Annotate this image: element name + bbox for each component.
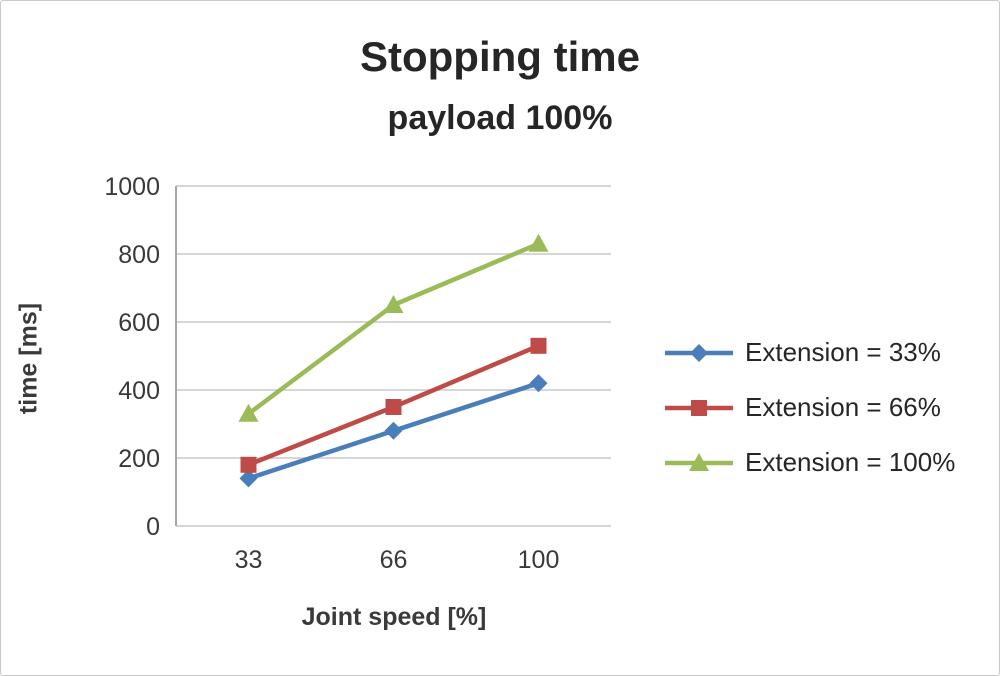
legend-label: Extension = 66%: [745, 392, 941, 422]
y-axis-title: time [ms]: [14, 302, 43, 415]
data-point-marker: [530, 337, 547, 354]
x-tick-label: 66: [380, 546, 408, 574]
data-point-marker: [529, 374, 548, 393]
x-tick-label: 33: [235, 546, 263, 574]
y-tick-label: 0: [146, 513, 160, 541]
legend-label: Extension = 33%: [745, 337, 941, 367]
y-tick-label: 200: [118, 445, 160, 473]
chart-subtitle: payload 100%: [387, 99, 613, 137]
legend-line-square-icon: [665, 399, 733, 416]
legend-label: Extension = 100%: [745, 447, 956, 477]
data-point-marker: [383, 295, 404, 313]
data-point-marker: [238, 403, 259, 422]
legend-item-extension-66: Extension = 66%: [663, 392, 955, 423]
legend-item-extension-33: Extension = 33%: [663, 337, 955, 368]
series-line: [246, 241, 541, 417]
data-point-marker: [384, 421, 403, 440]
x-tick-label: 100: [518, 546, 560, 574]
legend-marker: [691, 399, 707, 416]
y-tick-label: 800: [118, 241, 160, 269]
legend: Extension = 33% Extension = 66% Extensio…: [663, 337, 955, 478]
data-point-marker: [240, 456, 257, 473]
y-tick-label: 400: [118, 377, 160, 405]
legend-line-diamond-icon: [665, 343, 733, 362]
legend-item-extension-100: Extension = 100%: [663, 447, 955, 478]
x-axis-title: Joint speed [%]: [301, 603, 487, 631]
data-point-marker: [385, 399, 402, 415]
data-point-marker: [239, 469, 258, 488]
legend-marker: [690, 343, 708, 362]
y-tick-label: 1000: [104, 173, 160, 201]
legend-marker: [689, 452, 709, 471]
plot-area: 0 200 400 600 800 1000 33 66 100: [104, 173, 611, 574]
data-point-marker: [528, 233, 549, 252]
chart-title: Stopping time: [360, 33, 640, 80]
legend-line-triangle-icon: [665, 452, 733, 471]
y-tick-label: 600: [118, 309, 160, 337]
